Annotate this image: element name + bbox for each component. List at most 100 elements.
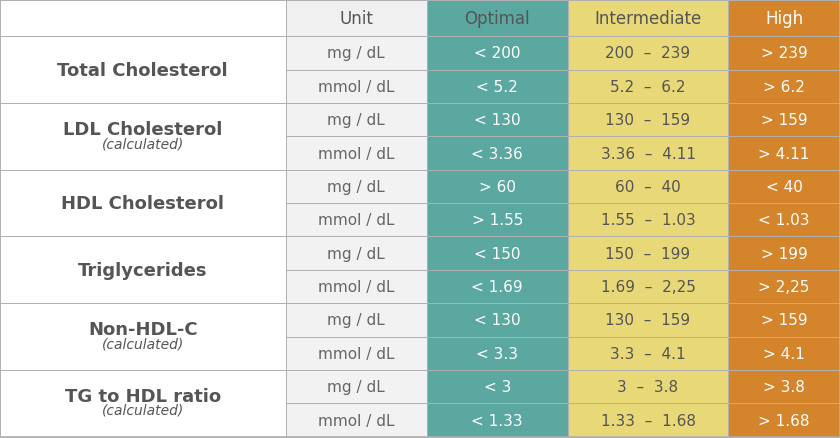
Text: 3.36  –  4.11: 3.36 – 4.11 <box>601 146 696 161</box>
Text: 1.33  –  1.68: 1.33 – 1.68 <box>601 413 696 427</box>
Bar <box>286 71 427 104</box>
Bar <box>0 304 286 370</box>
Text: mg / dL: mg / dL <box>328 313 385 328</box>
Bar <box>427 304 568 337</box>
Bar <box>728 170 840 204</box>
Text: mmol / dL: mmol / dL <box>318 413 395 427</box>
Text: < 5.2: < 5.2 <box>476 80 518 95</box>
Text: Unit: Unit <box>339 10 373 28</box>
Text: mg / dL: mg / dL <box>328 246 385 261</box>
Bar <box>728 237 840 270</box>
Bar <box>568 170 728 204</box>
Bar <box>0 1 286 37</box>
Text: < 3.36: < 3.36 <box>471 146 523 161</box>
Bar <box>427 37 568 71</box>
Bar <box>568 337 728 370</box>
Text: 150  –  199: 150 – 199 <box>606 246 690 261</box>
Text: mmol / dL: mmol / dL <box>318 213 395 228</box>
Bar <box>286 1 427 37</box>
Text: < 200: < 200 <box>474 46 521 61</box>
Bar <box>286 270 427 304</box>
Bar <box>427 370 568 403</box>
Bar <box>0 37 286 104</box>
Bar <box>427 71 568 104</box>
Bar <box>286 137 427 170</box>
Text: TG to HDL ratio: TG to HDL ratio <box>65 387 221 405</box>
Bar <box>427 104 568 137</box>
Bar <box>0 370 286 437</box>
Text: High: High <box>765 10 803 28</box>
Text: > 2,25: > 2,25 <box>759 279 810 294</box>
Text: 3.3  –  4.1: 3.3 – 4.1 <box>610 346 686 361</box>
Text: > 1.55: > 1.55 <box>471 213 523 228</box>
Bar <box>427 1 568 37</box>
Text: mmol / dL: mmol / dL <box>318 80 395 95</box>
Text: < 1.33: < 1.33 <box>471 413 523 427</box>
Text: > 1.68: > 1.68 <box>759 413 810 427</box>
Text: > 159: > 159 <box>761 313 807 328</box>
Text: < 130: < 130 <box>474 313 521 328</box>
Bar <box>728 403 840 437</box>
Bar <box>0 170 286 237</box>
Text: > 6.2: > 6.2 <box>764 80 805 95</box>
Text: > 60: > 60 <box>479 180 516 194</box>
Text: 60  –  40: 60 – 40 <box>615 180 681 194</box>
Bar <box>286 403 427 437</box>
Bar <box>0 237 286 304</box>
Text: > 239: > 239 <box>761 46 807 61</box>
Bar <box>427 204 568 237</box>
Bar <box>568 403 728 437</box>
Bar <box>427 270 568 304</box>
Bar <box>286 37 427 71</box>
Text: 3  –  3.8: 3 – 3.8 <box>617 379 679 394</box>
Bar <box>568 204 728 237</box>
Text: Triglycerides: Triglycerides <box>78 261 207 279</box>
Text: 200  –  239: 200 – 239 <box>606 46 690 61</box>
Bar <box>427 337 568 370</box>
Bar <box>0 104 286 170</box>
Text: > 4.11: > 4.11 <box>759 146 810 161</box>
Bar <box>286 304 427 337</box>
Text: (calculated): (calculated) <box>102 137 184 151</box>
Text: < 130: < 130 <box>474 113 521 128</box>
Bar <box>568 1 728 37</box>
Text: LDL Cholesterol: LDL Cholesterol <box>63 121 223 139</box>
Bar <box>728 337 840 370</box>
Text: mg / dL: mg / dL <box>328 180 385 194</box>
Text: 1.55  –  1.03: 1.55 – 1.03 <box>601 213 696 228</box>
Text: (calculated): (calculated) <box>102 336 184 350</box>
Text: mmol / dL: mmol / dL <box>318 346 395 361</box>
Text: Non-HDL-C: Non-HDL-C <box>88 321 197 339</box>
Bar <box>728 71 840 104</box>
Text: 5.2  –  6.2: 5.2 – 6.2 <box>611 80 685 95</box>
Bar <box>568 137 728 170</box>
Bar <box>568 37 728 71</box>
Bar <box>728 304 840 337</box>
Text: Optimal: Optimal <box>465 10 530 28</box>
Bar <box>427 403 568 437</box>
Bar <box>427 170 568 204</box>
Bar <box>286 237 427 270</box>
Bar <box>286 104 427 137</box>
Bar <box>568 104 728 137</box>
Bar <box>568 237 728 270</box>
Bar <box>728 37 840 71</box>
Text: > 199: > 199 <box>761 246 807 261</box>
Bar <box>286 204 427 237</box>
Bar <box>286 170 427 204</box>
Bar <box>286 370 427 403</box>
Bar <box>427 137 568 170</box>
Text: > 4.1: > 4.1 <box>764 346 805 361</box>
Text: 130  –  159: 130 – 159 <box>606 313 690 328</box>
Bar <box>568 270 728 304</box>
Bar <box>427 237 568 270</box>
Text: HDL Cholesterol: HDL Cholesterol <box>61 194 224 213</box>
Text: (calculated): (calculated) <box>102 403 184 417</box>
Text: > 159: > 159 <box>761 113 807 128</box>
Bar <box>286 337 427 370</box>
Text: mg / dL: mg / dL <box>328 379 385 394</box>
Text: Intermediate: Intermediate <box>595 10 701 28</box>
Text: < 3.3: < 3.3 <box>476 346 518 361</box>
Text: mmol / dL: mmol / dL <box>318 146 395 161</box>
Bar <box>728 270 840 304</box>
